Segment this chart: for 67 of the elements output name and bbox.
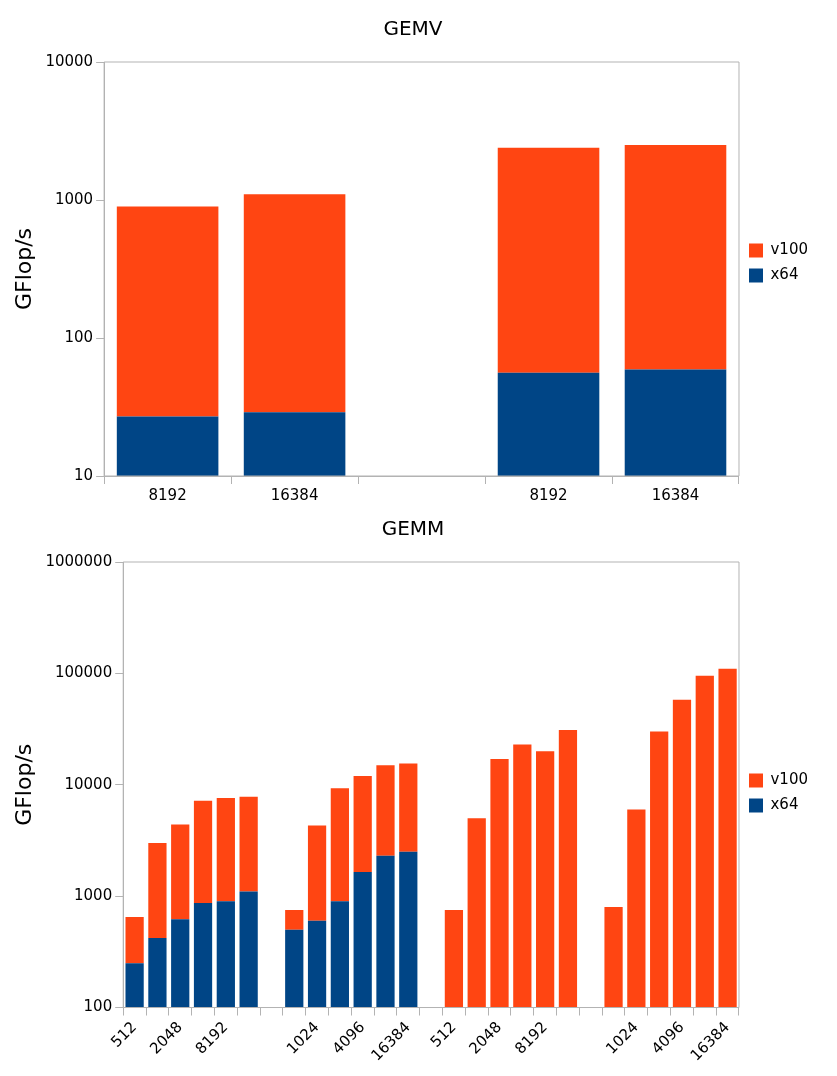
bar (513, 744, 532, 1008)
bar (243, 412, 346, 476)
bar (672, 699, 692, 1008)
bar (171, 824, 190, 920)
bar (467, 818, 486, 1008)
bar (376, 765, 395, 856)
chart-title: GEMM (381, 516, 445, 541)
bar (353, 775, 372, 872)
legend-label: v100 (770, 770, 809, 789)
bar (624, 145, 727, 370)
legend-label: v100 (770, 240, 809, 259)
bar (624, 369, 727, 476)
bar (125, 916, 144, 964)
x-tick-label: 8192 (148, 485, 187, 504)
y-tick-label: 10000 (64, 774, 113, 793)
y-tick-label: 100 (83, 997, 113, 1016)
bar (330, 901, 349, 1008)
y-tick-label: 1000 (74, 886, 113, 905)
bar (353, 871, 372, 1008)
bar (627, 809, 646, 1008)
bar (193, 902, 213, 1008)
bar (718, 668, 737, 1008)
x-tick-label: 16384 (270, 485, 319, 504)
bar (399, 851, 418, 1008)
bar (399, 763, 418, 852)
bar (148, 843, 167, 939)
y-tick-label: 10000 (45, 51, 94, 70)
bar (216, 798, 235, 902)
chart-title: GEMV (383, 16, 443, 41)
bar (376, 855, 395, 1008)
bar (171, 919, 190, 1008)
y-axis-title: GFlop/s (10, 743, 36, 826)
bar (536, 751, 555, 1008)
bar (307, 920, 327, 1008)
bar (193, 800, 213, 903)
y-tick-label: 10 (74, 465, 94, 484)
bar (285, 929, 304, 1008)
legend-label: x64 (770, 795, 799, 814)
y-tick-label: 100 (64, 327, 94, 346)
bar (497, 147, 600, 373)
bar (116, 206, 219, 417)
bar (497, 372, 600, 476)
y-tick-label: 1000 (54, 189, 94, 208)
bar (216, 901, 235, 1008)
y-tick-label: 100000 (54, 663, 113, 682)
x-tick-label: 8192 (529, 485, 568, 504)
bar (695, 675, 714, 1008)
bar (239, 891, 258, 1008)
x-tick-label: 512 (426, 1017, 460, 1051)
bar (243, 194, 346, 413)
bar (490, 759, 509, 1008)
bar (650, 731, 669, 1008)
y-axis-title: GFlop/s (10, 227, 36, 311)
x-tick-label: 16384 (651, 485, 700, 504)
bar (148, 938, 167, 1008)
y-tick-label: 1000000 (45, 551, 113, 570)
bar (444, 910, 464, 1008)
bar (330, 788, 349, 902)
bar (285, 910, 304, 930)
bar (558, 730, 578, 1008)
x-tick-label: 512 (107, 1017, 141, 1051)
bar (116, 416, 219, 476)
bar (604, 906, 623, 1008)
bar (239, 796, 258, 892)
bar (125, 963, 144, 1008)
legend-label: x64 (770, 265, 799, 284)
bar (307, 825, 327, 921)
